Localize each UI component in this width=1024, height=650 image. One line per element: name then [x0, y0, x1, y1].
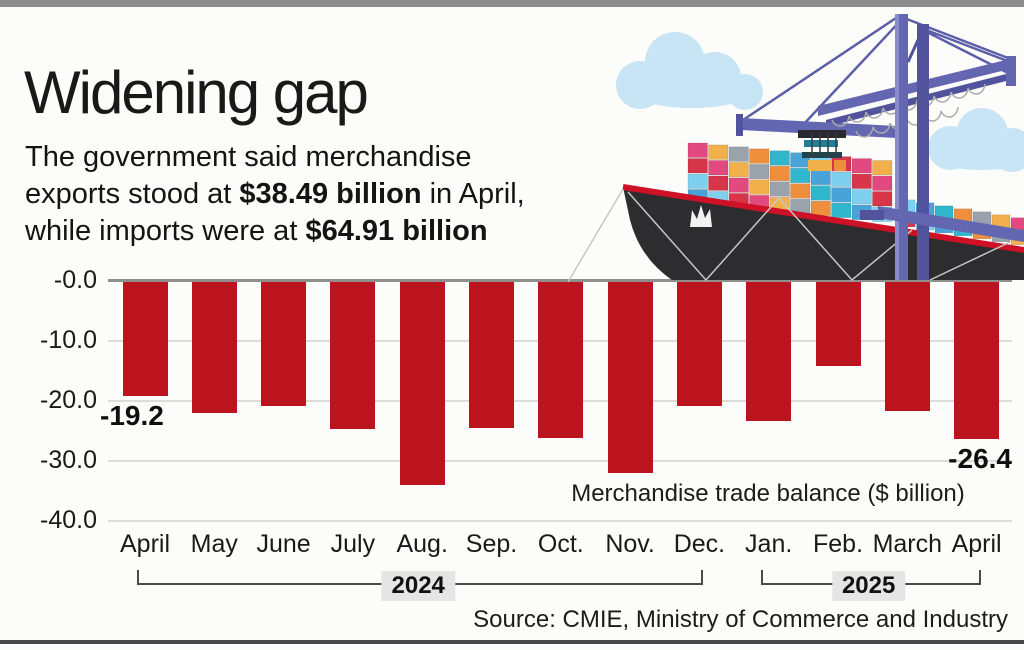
intro-line2: exports stood at $38.49 billion in April…: [25, 178, 525, 210]
x-axis-month-label: June: [256, 530, 311, 558]
y-gridline: [108, 520, 1012, 522]
y-gridline: [108, 279, 1012, 282]
x-axis-month-label: July: [330, 530, 376, 558]
x-axis-month-label: Nov.: [605, 530, 655, 558]
bar-May-1: [191, 282, 237, 413]
exports-value: $38.49 billion: [239, 178, 422, 210]
intro-line3: while imports were at $64.91 billion: [25, 215, 488, 247]
bar-Oct-6: [538, 282, 584, 438]
bar-Feb-10: [815, 282, 861, 367]
bar-April-12: [954, 282, 1000, 440]
x-axis-month-label: Feb.: [812, 530, 864, 558]
y-axis-tick-label: -40.0: [40, 506, 97, 534]
x-axis-month-label: May: [190, 530, 238, 558]
x-axis-month-label: Aug.: [396, 530, 448, 558]
year-label: 2025: [831, 571, 906, 601]
y-axis-tick-label: -0.0: [53, 266, 97, 294]
y-axis-tick-label: -20.0: [40, 386, 97, 414]
intro-line1: The government said merchandise: [25, 141, 472, 173]
bar-April-0: [122, 282, 168, 397]
bar-Jan-9: [746, 282, 792, 421]
intro-text: The government said merchandise exports s…: [25, 139, 645, 250]
y-axis-tick-label: -30.0: [40, 446, 97, 474]
page-title: Widening gap: [24, 59, 369, 127]
bar-Aug-4: [399, 282, 445, 485]
source-credit: Source: CMIE, Ministry of Commerce and I…: [473, 606, 1008, 633]
bar-June-2: [261, 282, 307, 406]
x-axis-month-label: April: [951, 530, 1002, 558]
y-gridline: [108, 460, 1012, 462]
year-label: 2024: [381, 571, 455, 601]
x-axis-month-label: Oct.: [537, 530, 584, 558]
bar-July-3: [330, 282, 376, 430]
bar-Nov-7: [607, 282, 653, 473]
imports-value: $64.91 billion: [305, 215, 488, 247]
x-axis-month-label: Sep.: [465, 530, 518, 558]
bar-value-label: -26.4: [948, 443, 1012, 475]
x-axis-month-label: Jan.: [745, 530, 793, 558]
series-label: Merchandise trade balance ($ billion): [571, 480, 965, 507]
bar-value-label: -19.2: [100, 400, 164, 432]
bar-Sep-5: [469, 282, 514, 428]
x-axis-month-label: Dec.: [673, 530, 726, 558]
x-axis-month-label: April: [119, 530, 170, 558]
x-axis-month-label: March: [872, 530, 943, 558]
bar-Dec-8: [676, 282, 722, 407]
y-axis-tick-label: -10.0: [40, 326, 97, 354]
bar-March-11: [884, 282, 930, 411]
bottom-rule: [0, 640, 1024, 644]
top-border: [0, 0, 1024, 7]
